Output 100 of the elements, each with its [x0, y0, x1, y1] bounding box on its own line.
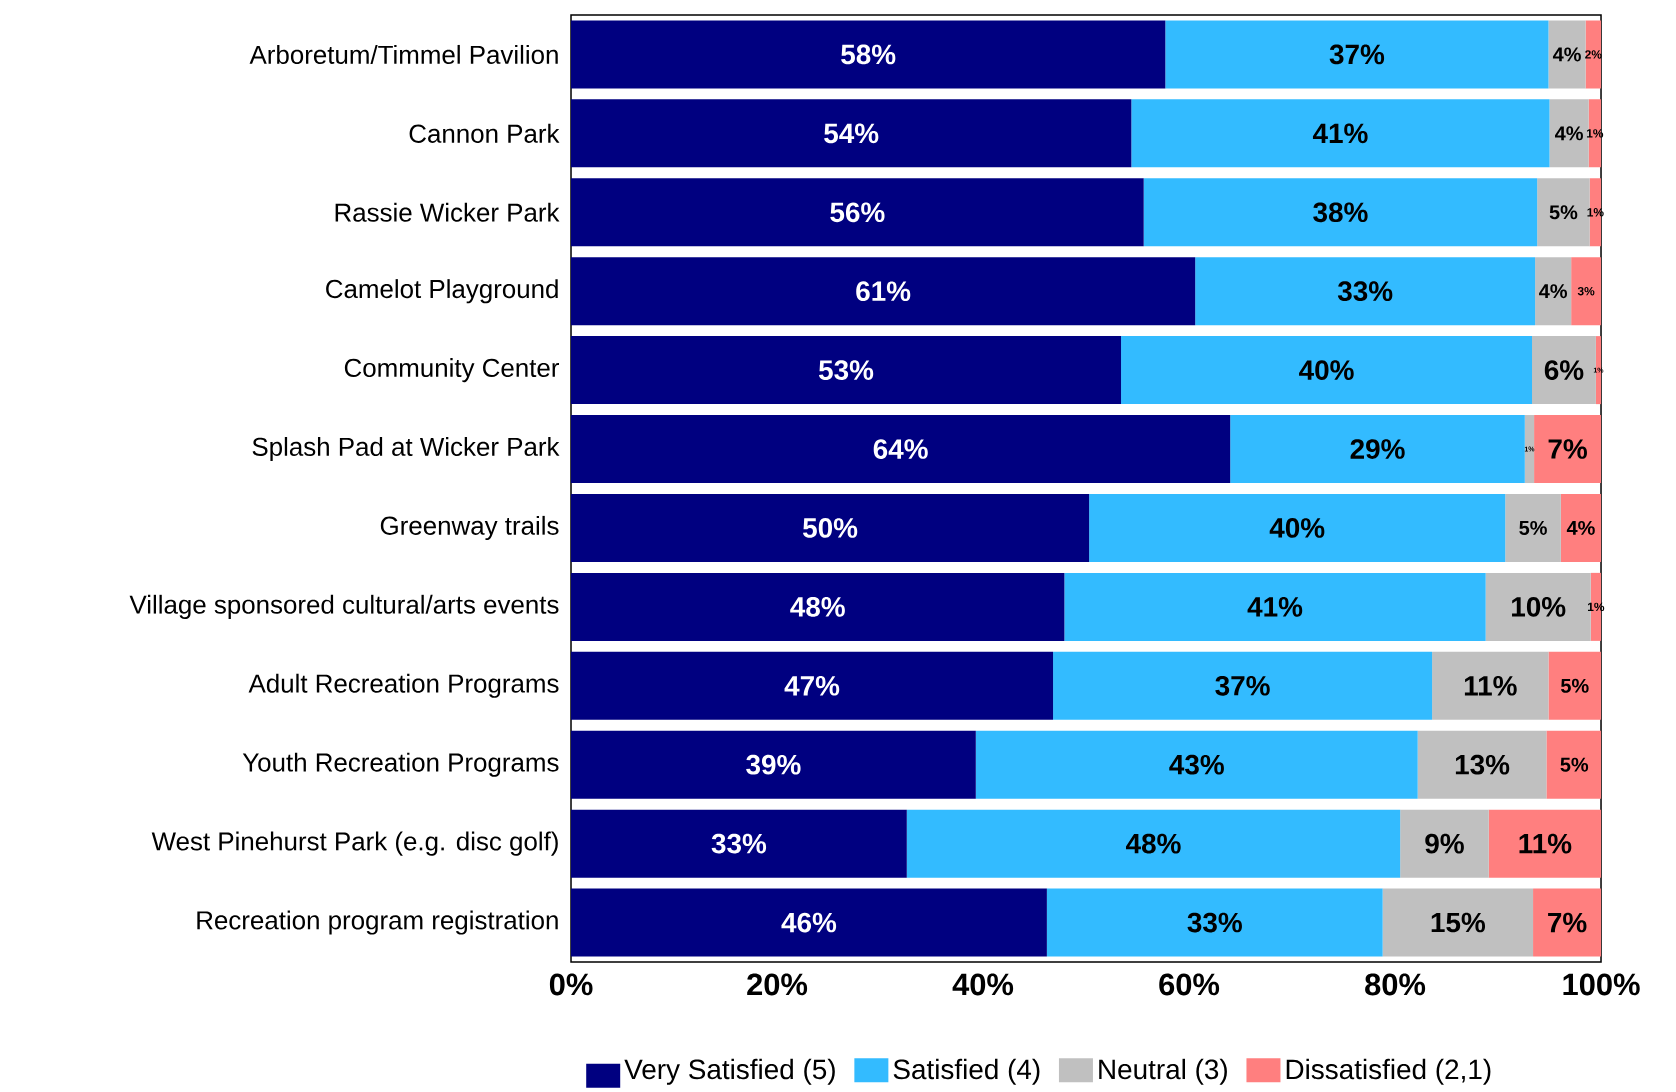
y-tick-label: Camelot Playground [326, 279, 558, 304]
data-label: 54% [824, 123, 879, 144]
data-label: 48% [1126, 833, 1181, 854]
bar [571, 572, 1065, 641]
x-tick-label: 0% [549, 973, 593, 996]
data-label: 50% [803, 518, 858, 538]
y-tick-label: Community Center [344, 358, 560, 383]
data-label: 4% [1555, 126, 1583, 141]
bar [1505, 493, 1561, 562]
bar [571, 888, 1047, 957]
bar [1165, 20, 1549, 89]
bar [1589, 178, 1602, 247]
bar [1548, 651, 1602, 720]
bar [571, 99, 1132, 168]
data-label: 5% [1519, 520, 1547, 535]
bar [571, 336, 1122, 405]
bar [1064, 572, 1486, 641]
data-label: 38% [1313, 202, 1368, 223]
data-label: 33% [1187, 912, 1242, 933]
bar [571, 20, 1166, 89]
bar [1053, 651, 1433, 720]
bar [1131, 99, 1550, 168]
data-label: 7% [1548, 912, 1587, 933]
bar [1046, 888, 1383, 957]
data-label: 11% [1464, 675, 1517, 696]
data-label: 43% [1169, 754, 1224, 775]
bar [571, 730, 976, 799]
y-tick-label: Arboretum/Timmel Pavilion [249, 44, 558, 64]
data-label: 4% [1566, 520, 1595, 535]
y-tick-label: Youth Recreation Programs [242, 752, 559, 777]
legend-label: Dissatisfied (2,1) [1286, 1058, 1491, 1085]
bar [1524, 415, 1535, 484]
bar [1549, 99, 1589, 168]
y-tick-label: Adult Recreation Programs [248, 673, 559, 698]
bar [571, 809, 907, 878]
y-tick-label: Village sponsored cultural/arts events [129, 594, 559, 619]
data-label: 61% [856, 281, 911, 302]
bar [1548, 20, 1586, 89]
bar [1432, 651, 1549, 720]
data-label: 13% [1455, 754, 1510, 775]
bar [1585, 20, 1602, 89]
data-label: 58% [841, 44, 896, 65]
bar [571, 651, 1054, 720]
bar [1595, 336, 1602, 405]
bar [1382, 888, 1534, 957]
data-label: 10% [1512, 597, 1566, 617]
data-label: 7% [1548, 439, 1587, 459]
data-label: 46% [781, 912, 837, 933]
y-tick-label: Splash Pad at Wicker Park [252, 436, 560, 462]
data-label: 64% [873, 439, 928, 459]
data-label: 40% [1299, 360, 1354, 380]
bar [571, 493, 1090, 562]
bar [1195, 257, 1536, 326]
data-label: 4% [1552, 47, 1581, 62]
data-label: 39% [746, 754, 801, 775]
data-label: 56% [830, 202, 885, 223]
bar [1535, 257, 1572, 326]
bar [1488, 809, 1602, 878]
bar [571, 257, 1196, 326]
y-tick-label: Rassie Wicker Park [335, 202, 560, 222]
data-label: 3% [1577, 286, 1595, 296]
bar [1121, 336, 1533, 405]
bar [1417, 730, 1547, 799]
bar [1400, 809, 1489, 878]
x-tick-label: 40% [952, 973, 1014, 996]
x-tick-label: 20% [747, 973, 808, 996]
bar [1533, 888, 1602, 957]
data-label: 48% [790, 597, 845, 617]
data-label: 40% [1269, 518, 1325, 538]
data-label: 47% [784, 675, 840, 696]
y-tick-label: Greenway trails [380, 515, 559, 541]
bar [1588, 99, 1602, 168]
data-label: 41% [1247, 597, 1303, 617]
bar [1089, 493, 1506, 562]
bar [1571, 257, 1602, 326]
data-label: 33% [711, 833, 767, 854]
data-label: 5% [1560, 678, 1589, 693]
data-label: 41% [1312, 123, 1368, 144]
bar [1560, 493, 1602, 562]
bar [571, 178, 1144, 247]
y-tick-label: Recreation program registration [197, 910, 558, 935]
data-label: 37% [1215, 675, 1270, 696]
bar [1546, 730, 1602, 799]
bar [571, 415, 1231, 484]
x-tick-label: 100% [1563, 973, 1640, 996]
data-label: 4% [1539, 284, 1568, 299]
data-label: 9% [1425, 833, 1464, 854]
data-label: 33% [1337, 281, 1393, 302]
data-label: 29% [1350, 439, 1405, 459]
data-label: 5% [1549, 205, 1578, 220]
bar [1532, 336, 1596, 405]
legend-label: Very Satisfied (5) [624, 1058, 835, 1085]
data-label: 53% [818, 360, 874, 380]
bar [1230, 415, 1525, 484]
data-label: 5% [1560, 757, 1589, 772]
x-tick-label: 80% [1365, 973, 1426, 996]
data-label: 6% [1544, 360, 1584, 380]
y-tick-label: Cannon Park [409, 123, 560, 143]
legend-label: Satisfied (4) [893, 1058, 1040, 1085]
data-label: 11% [1519, 833, 1572, 854]
